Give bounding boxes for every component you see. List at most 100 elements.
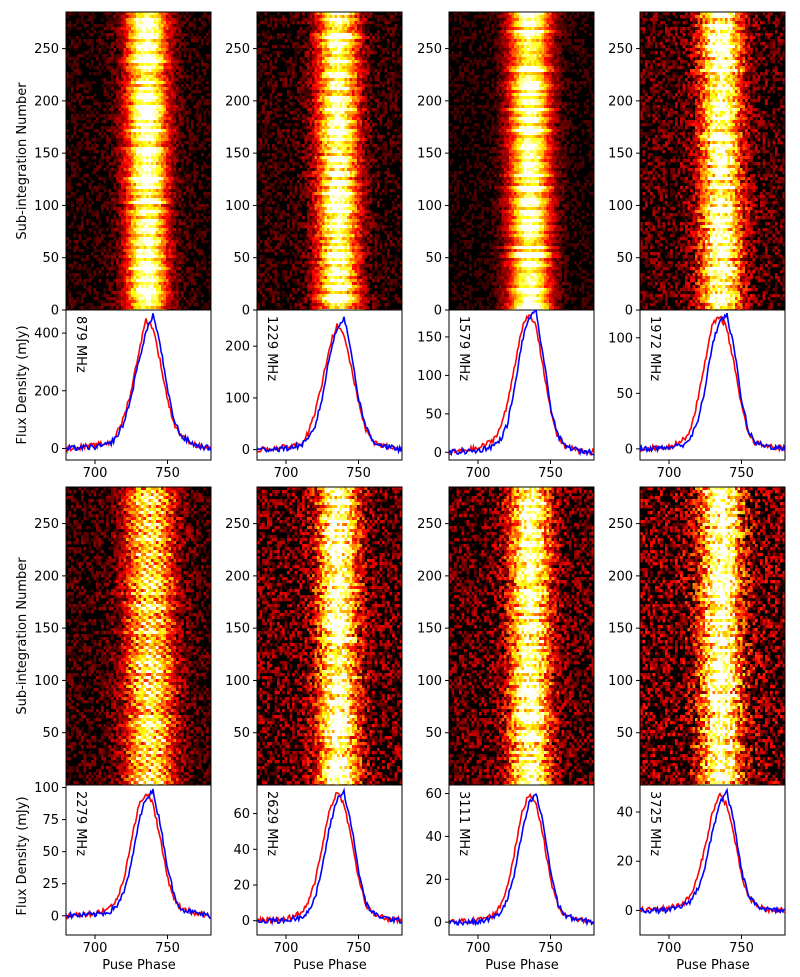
heatmap-cell [352, 57, 355, 61]
heatmap-cell [71, 57, 74, 61]
heatmap-cell [198, 144, 202, 148]
heatmap-cell [128, 30, 132, 34]
heatmap-cell [163, 81, 167, 85]
heatmap-cell [153, 123, 157, 127]
heatmap-cell [264, 18, 268, 22]
heatmap-cell [133, 150, 137, 154]
heatmap-cell [166, 57, 169, 61]
heatmap-cell [133, 183, 137, 187]
heatmap-cell [158, 249, 162, 253]
heatmap-cell [176, 261, 179, 265]
heatmap-cell [203, 114, 207, 118]
heatmap-cell [133, 153, 137, 157]
heatmap-cell [88, 54, 92, 58]
heatmap-cell [106, 96, 109, 100]
heatmap-cell [196, 237, 199, 241]
heatmap-cell [151, 183, 154, 187]
heatmap-cell [81, 15, 84, 19]
heatmap-cell [141, 30, 144, 34]
heatmap-cell [143, 69, 147, 73]
heatmap-cell [103, 150, 107, 154]
heatmap-cell [146, 63, 149, 67]
heatmap-cell [143, 234, 147, 238]
heatmap-cell [83, 135, 87, 139]
heatmap-cell [108, 87, 112, 91]
heatmap-cell [354, 12, 358, 16]
heatmap-cell [153, 63, 157, 67]
heatmap-cell [146, 81, 149, 85]
heatmap-cell [108, 210, 112, 214]
heatmap-cell [66, 72, 69, 76]
heatmap-cell [118, 93, 122, 97]
heatmap-cell [81, 84, 84, 88]
heatmap-cell [151, 228, 154, 232]
heatmap-cell [141, 75, 144, 79]
heatmap-cell [203, 21, 207, 25]
heatmap-cell [166, 288, 169, 292]
heatmap-cell [153, 105, 157, 109]
heatmap-cell [81, 105, 84, 109]
heatmap-cell [121, 219, 124, 223]
heatmap-cell [106, 282, 109, 286]
heatmap-cell [118, 144, 122, 148]
heatmap-cell [133, 306, 137, 310]
heatmap-cell [163, 267, 167, 271]
heatmap-cell [91, 126, 94, 130]
heatmap-cell [118, 186, 122, 190]
heatmap-cell [98, 159, 102, 163]
heatmap-cell [138, 39, 142, 43]
heatmap-cell [106, 66, 109, 70]
heatmap-cell [196, 33, 199, 37]
heatmap-cell [126, 294, 129, 298]
heatmap-cell [312, 57, 315, 61]
heatmap-cell [121, 156, 124, 160]
heatmap-cell [312, 12, 315, 16]
heatmap-cell [148, 231, 152, 235]
heatmap-cell [289, 69, 293, 73]
heatmap-cell [151, 186, 154, 190]
heatmap-cell [161, 195, 164, 199]
heatmap-cell [178, 99, 182, 103]
heatmap-cell [397, 75, 400, 79]
heatmap-cell [191, 192, 194, 196]
heatmap-cell [121, 213, 124, 217]
heatmap-cell [297, 51, 300, 55]
heatmap-cell [71, 72, 74, 76]
heatmap-cell [168, 153, 172, 157]
heatmap-cell [123, 84, 127, 88]
heatmap-cell [118, 42, 122, 46]
heatmap-cell [126, 222, 129, 226]
heatmap-cell [133, 132, 137, 136]
heatmap-cell [173, 132, 177, 136]
heatmap-cell [121, 120, 124, 124]
heatmap-cell [158, 81, 162, 85]
heatmap-cell [128, 54, 132, 58]
heatmap-cell [126, 258, 129, 262]
heatmap-cell [153, 300, 157, 304]
heatmap-cell [269, 63, 273, 67]
heatmap-cell [312, 60, 315, 64]
heatmap-cell [317, 63, 320, 67]
heatmap-cell [156, 21, 159, 25]
heatmap-cell [362, 12, 365, 16]
heatmap-cell [201, 57, 204, 61]
heatmap-cell [178, 168, 182, 172]
heatmap-cell [158, 153, 162, 157]
heatmap-cell [166, 231, 169, 235]
heatmap-cell [83, 117, 87, 121]
heatmap-cell [81, 258, 84, 262]
heatmap-cell [332, 51, 335, 55]
heatmap-cell [208, 39, 211, 43]
heatmap-cell [73, 246, 77, 250]
heatmap-cell [181, 270, 184, 274]
heatmap-cell [138, 210, 142, 214]
heatmap-cell [377, 15, 380, 19]
heatmap-cell [201, 294, 204, 298]
heatmap-cell [156, 261, 159, 265]
heatmap-cell [206, 240, 209, 244]
heatmap-cell [73, 261, 77, 265]
heatmap-cell [98, 36, 102, 40]
heatmap-cell [186, 183, 189, 187]
heatmap-cell [83, 174, 87, 178]
heatmap-cell [106, 138, 109, 142]
